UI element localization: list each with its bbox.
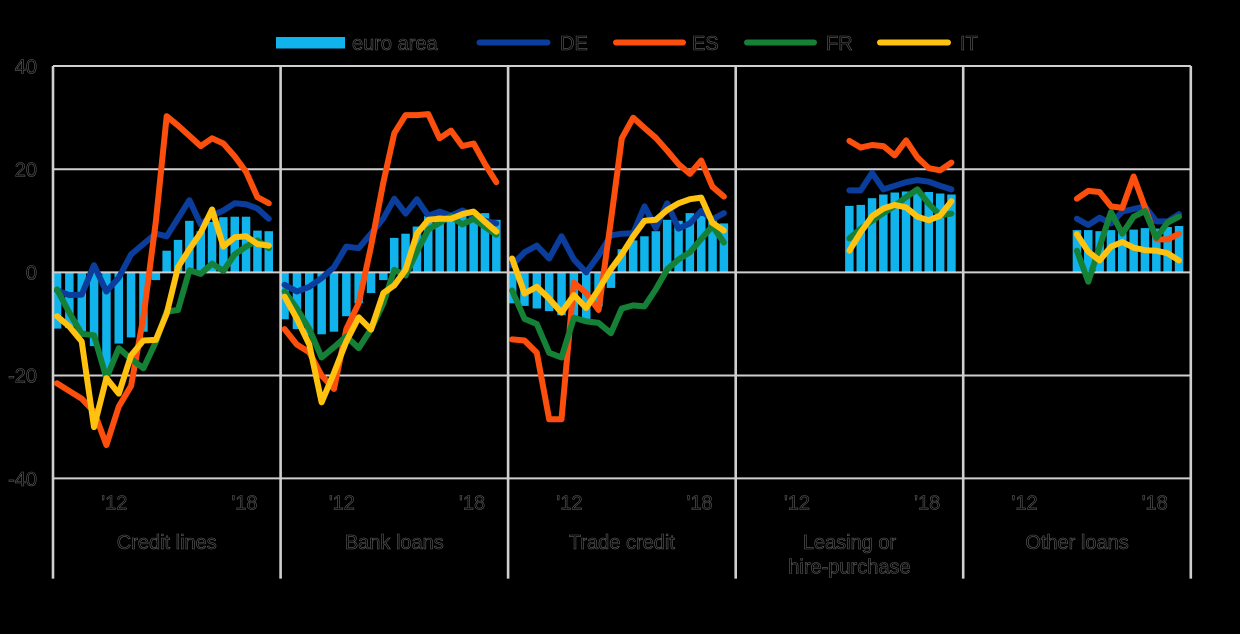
- svg-text:hire-purchase: hire-purchase: [788, 557, 910, 579]
- svg-text:'12: '12: [784, 493, 810, 515]
- svg-text:'18: '18: [914, 493, 940, 515]
- svg-text:'12: '12: [329, 493, 355, 515]
- svg-text:'18: '18: [231, 493, 257, 515]
- svg-text:euro area: euro area: [352, 33, 438, 55]
- svg-text:-20: -20: [8, 366, 37, 388]
- svg-text:IT: IT: [960, 33, 978, 55]
- svg-text:'18: '18: [459, 493, 485, 515]
- svg-text:'18: '18: [687, 493, 713, 515]
- svg-text:20: 20: [15, 160, 37, 182]
- svg-text:Leasing or: Leasing or: [803, 532, 897, 554]
- svg-text:'18: '18: [1142, 493, 1168, 515]
- svg-text:Credit lines: Credit lines: [117, 532, 217, 554]
- svg-text:Trade credit: Trade credit: [569, 532, 675, 554]
- svg-text:0: 0: [26, 263, 37, 285]
- svg-text:DE: DE: [560, 33, 588, 55]
- svg-text:Bank loans: Bank loans: [345, 532, 444, 554]
- svg-text:ES: ES: [692, 33, 719, 55]
- svg-text:FR: FR: [826, 33, 853, 55]
- svg-text:Other loans: Other loans: [1025, 532, 1128, 554]
- svg-text:'12: '12: [556, 493, 582, 515]
- svg-text:40: 40: [15, 56, 37, 78]
- svg-text:-40: -40: [8, 469, 37, 491]
- svg-text:'12: '12: [101, 493, 127, 515]
- svg-text:'12: '12: [1012, 493, 1038, 515]
